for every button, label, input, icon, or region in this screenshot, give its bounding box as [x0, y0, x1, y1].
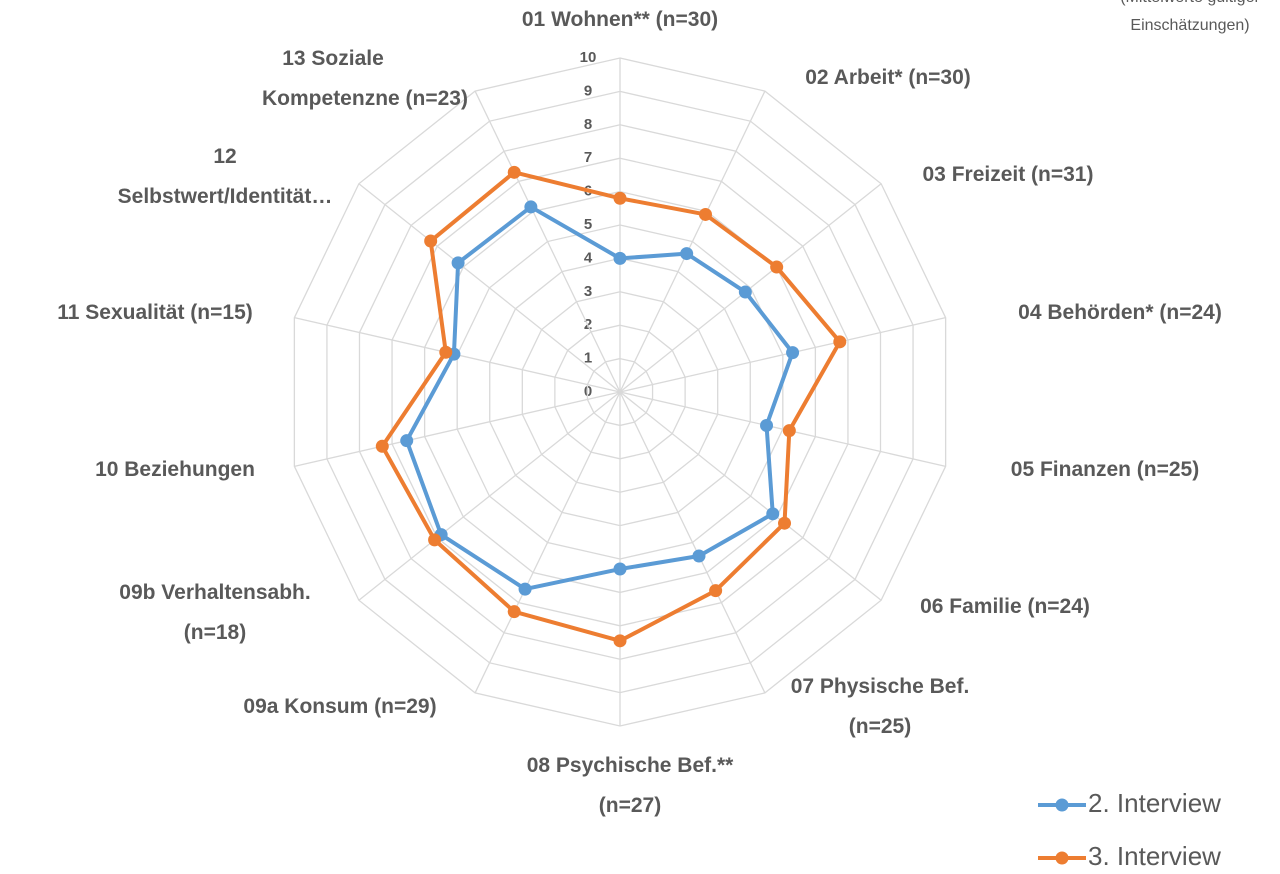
category-label: 06 Familie (n=24)	[920, 595, 1090, 618]
data-point	[692, 549, 706, 563]
data-point	[518, 582, 532, 596]
category-label: 08 Psychische Bef.** (n=27)	[527, 754, 734, 817]
category-label: 01 Wohnen** (n=30)	[522, 8, 718, 31]
spoke	[619, 317, 946, 393]
series-line	[404, 204, 795, 592]
r-tick-label: 10	[580, 49, 597, 66]
r-tick-label: 5	[584, 216, 592, 233]
data-point	[613, 634, 627, 648]
data-point	[613, 251, 627, 265]
data-point	[400, 434, 414, 448]
data-point	[439, 345, 453, 359]
r-tick-label: 3	[584, 283, 592, 300]
spoke	[619, 391, 946, 467]
data-point	[424, 234, 438, 248]
data-point	[782, 424, 796, 438]
r-tick-label: 9	[584, 82, 592, 99]
category-label: 04 Behörden* (n=24)	[1018, 301, 1222, 324]
legend-label: 3. Interview	[1088, 841, 1221, 871]
spoke	[358, 391, 621, 601]
data-point	[451, 256, 465, 270]
data-point	[833, 335, 847, 349]
category-label: 09a Konsum (n=29)	[243, 695, 436, 718]
legend-marker	[1055, 798, 1069, 812]
spoke	[294, 391, 621, 467]
spoke	[619, 391, 882, 601]
category-label: 05 Finanzen (n=25)	[1011, 458, 1199, 481]
data-point	[613, 191, 627, 205]
category-label: 09b Verhaltensabh. (n=18)	[119, 581, 310, 644]
spoke	[474, 90, 621, 393]
category-label: 03 Freizeit (n=31)	[923, 163, 1094, 186]
data-point	[680, 247, 694, 261]
r-tick-label: 7	[584, 149, 592, 166]
data-point	[770, 260, 784, 274]
data-point	[709, 584, 723, 598]
legend-label: 2. Interview	[1088, 788, 1221, 818]
data-point	[738, 285, 752, 299]
data-point	[786, 346, 800, 360]
subtitle: (Mittelwerte gültigerEinschätzungen)	[1120, 0, 1260, 34]
r-tick-label: 8	[584, 116, 592, 133]
r-tick-label: 4	[584, 249, 593, 266]
category-label: 12 Selbstwert/Identität…	[118, 145, 333, 208]
spoke	[619, 183, 882, 393]
spoke	[619, 90, 766, 393]
category-label: 02 Arbeit* (n=30)	[805, 66, 971, 89]
spoke	[474, 391, 621, 694]
r-tick-label: 1	[584, 350, 592, 367]
category-label: 11 Sexualität (n=15)	[57, 301, 253, 324]
data-point	[760, 418, 774, 432]
data-point	[507, 605, 521, 619]
data-point	[613, 562, 627, 576]
category-label: 07 Physische Bef. (n=25)	[791, 675, 970, 738]
data-point	[766, 507, 780, 521]
data-point	[507, 165, 521, 179]
spoke	[358, 183, 621, 393]
spoke	[619, 391, 766, 694]
data-point	[524, 200, 538, 214]
legend-marker	[1055, 851, 1069, 865]
data-point	[699, 207, 713, 221]
data-point	[778, 516, 792, 530]
data-point	[428, 533, 442, 547]
category-label: 10 Beziehungen	[95, 458, 255, 481]
data-point	[375, 439, 389, 453]
category-label: 13 Soziale Kompetenzne (n=23)	[262, 47, 468, 110]
